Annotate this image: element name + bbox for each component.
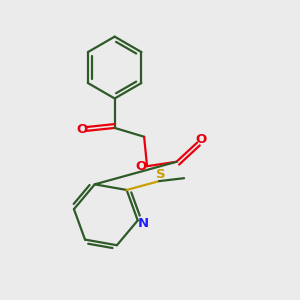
- Text: O: O: [195, 133, 206, 146]
- Text: O: O: [136, 160, 147, 173]
- Text: N: N: [138, 217, 149, 230]
- Text: S: S: [156, 168, 165, 181]
- Text: O: O: [77, 123, 88, 136]
